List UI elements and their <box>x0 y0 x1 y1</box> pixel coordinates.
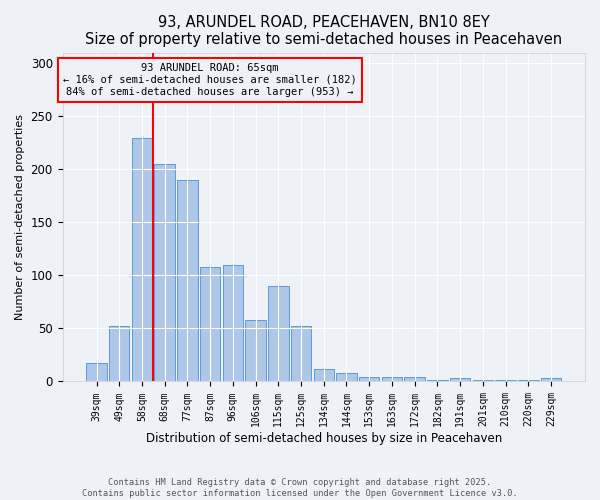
Bar <box>359 377 379 382</box>
Bar <box>450 378 470 382</box>
Title: 93, ARUNDEL ROAD, PEACEHAVEN, BN10 8EY
Size of property relative to semi-detache: 93, ARUNDEL ROAD, PEACEHAVEN, BN10 8EY S… <box>85 15 562 48</box>
Bar <box>427 380 448 382</box>
Bar <box>245 320 266 382</box>
Bar <box>336 373 357 382</box>
Bar <box>291 326 311 382</box>
Text: Contains HM Land Registry data © Crown copyright and database right 2025.
Contai: Contains HM Land Registry data © Crown c… <box>82 478 518 498</box>
Bar <box>223 265 243 382</box>
Bar <box>200 267 220 382</box>
Text: 93 ARUNDEL ROAD: 65sqm
← 16% of semi-detached houses are smaller (182)
84% of se: 93 ARUNDEL ROAD: 65sqm ← 16% of semi-det… <box>63 64 357 96</box>
Bar <box>541 378 561 382</box>
Bar <box>109 326 130 382</box>
Bar <box>473 380 493 382</box>
Bar <box>268 286 289 382</box>
X-axis label: Distribution of semi-detached houses by size in Peacehaven: Distribution of semi-detached houses by … <box>146 432 502 445</box>
Bar <box>404 377 425 382</box>
Bar <box>86 364 107 382</box>
Y-axis label: Number of semi-detached properties: Number of semi-detached properties <box>15 114 25 320</box>
Bar <box>132 138 152 382</box>
Bar <box>154 164 175 382</box>
Bar <box>314 368 334 382</box>
Bar <box>518 380 539 382</box>
Bar <box>177 180 197 382</box>
Bar <box>382 377 402 382</box>
Bar <box>496 380 516 382</box>
